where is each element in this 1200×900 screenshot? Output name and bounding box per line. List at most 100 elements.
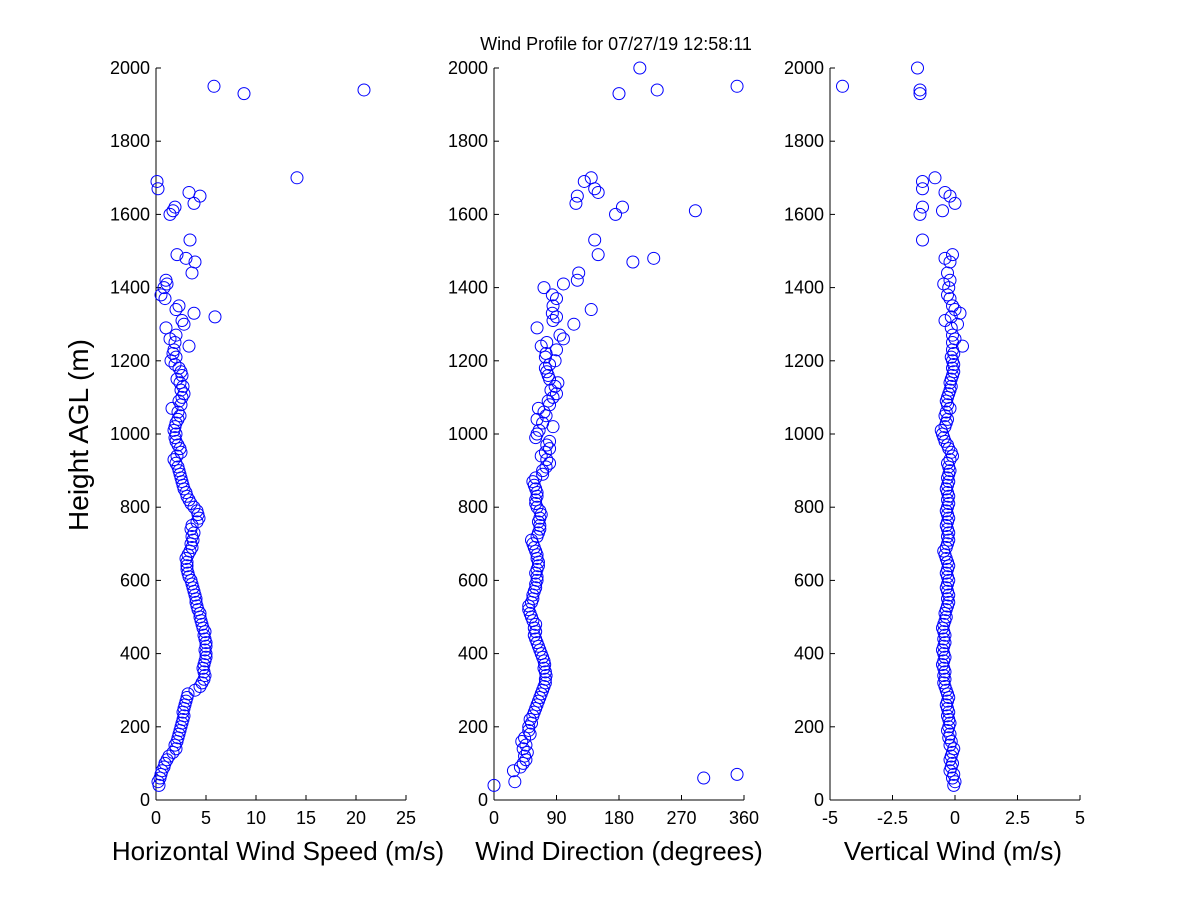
speed-data-point <box>158 292 172 306</box>
direction-x-axis-label: Wind Direction (degrees) <box>475 836 763 866</box>
speed-data-point <box>165 401 179 415</box>
direction-data-point <box>647 251 661 265</box>
direction-y-tick-label: 1600 <box>448 204 488 224</box>
direction-data-point <box>543 442 557 456</box>
speed-data-point <box>208 310 222 324</box>
speed-y-tick-label: 1600 <box>110 204 150 224</box>
vertical-data-point <box>944 445 958 459</box>
direction-data-point <box>697 771 711 785</box>
direction-data-point <box>538 361 552 375</box>
direction-data-point <box>532 423 546 437</box>
direction-data-point <box>518 749 532 763</box>
direction-data-point <box>546 314 560 328</box>
speed-data-point <box>169 427 183 441</box>
speed-data-point <box>357 83 371 97</box>
direction-y-tick-label: 1400 <box>448 278 488 298</box>
speed-data-point <box>173 409 187 423</box>
vertical-data-point <box>836 79 849 93</box>
vertical-data-point <box>947 767 961 781</box>
direction-data-point <box>591 248 605 262</box>
speed-data-point <box>184 497 198 511</box>
direction-data-point <box>529 581 543 595</box>
direction-data-point <box>553 328 567 342</box>
direction-data-point <box>556 277 570 291</box>
direction-data-point <box>533 522 547 536</box>
direction-y-tick-label: 1800 <box>448 131 488 151</box>
speed-data-point <box>182 339 196 353</box>
vertical-data-point <box>916 233 929 247</box>
speed-data-point <box>155 764 169 778</box>
direction-data-point <box>572 266 586 280</box>
vertical-data-point <box>913 83 927 97</box>
vertical-x-axis-label: Vertical Wind (m/s) <box>844 836 1062 866</box>
speed-data-point <box>290 171 304 185</box>
speed-data-point <box>185 529 199 543</box>
vertical-data-point <box>943 727 957 741</box>
speed-y-tick-label: 600 <box>120 570 150 590</box>
direction-y-tick-label: 800 <box>458 497 488 517</box>
direction-data-point <box>523 712 537 726</box>
vertical-wind-panel: 0 200 400 600 800 1000 1200 1400 1600 1800 2000 -5 -… <box>784 58 1085 866</box>
direction-data-point <box>612 87 626 101</box>
direction-data-point <box>516 742 530 756</box>
direction-data-point <box>584 171 598 185</box>
direction-x-tick-label: 90 <box>546 808 566 828</box>
vertical-x-tick-label: -2.5 <box>877 808 908 828</box>
vertical-y-tick-label: 1600 <box>784 204 824 224</box>
speed-data-point <box>175 390 189 404</box>
vertical-data-point <box>913 207 927 221</box>
direction-data-point <box>540 336 554 349</box>
speed-data-point <box>199 639 213 653</box>
speed-data-point <box>168 200 182 214</box>
vertical-data-point <box>938 314 952 328</box>
direction-data-point <box>520 745 534 759</box>
vertical-data-point <box>946 299 959 313</box>
y-axis-label: Height AGL (m) <box>63 339 94 531</box>
vertical-data-point <box>956 339 969 353</box>
speed-data-point <box>199 650 213 664</box>
vertical-y-tick-label: 1400 <box>784 278 824 298</box>
direction-data-point <box>545 306 559 320</box>
speed-data-point <box>189 595 203 609</box>
speed-data-point <box>173 376 187 390</box>
direction-data-point <box>526 475 540 489</box>
direction-data-point <box>529 471 543 485</box>
speed-data-point <box>179 251 193 265</box>
speed-data-point <box>188 255 202 269</box>
direction-y-tick-label: 1200 <box>448 351 488 371</box>
direction-data-point <box>536 467 550 481</box>
vertical-y-tick-label: 400 <box>794 644 824 664</box>
speed-x-tick-label: 25 <box>396 808 416 828</box>
direction-y-tick-label: 400 <box>458 644 488 664</box>
direction-y-tick-label: 1000 <box>448 424 488 444</box>
vertical-x-tick-label: 2.5 <box>1005 808 1030 828</box>
speed-y-tick-label: 1200 <box>110 351 150 371</box>
vertical-y-tick-label: 1000 <box>784 424 824 444</box>
speed-data-point <box>169 416 183 430</box>
direction-data-point <box>577 174 591 188</box>
vertical-data-point <box>936 204 949 218</box>
direction-data-point <box>550 343 563 357</box>
direction-data-point <box>530 412 544 426</box>
direction-data-point <box>530 321 544 335</box>
vertical-data-point <box>913 87 927 101</box>
vertical-data-point <box>944 350 958 364</box>
vertical-data-point <box>939 405 953 419</box>
vertical-y-tick-label: 800 <box>794 497 824 517</box>
figure-title: Wind Profile for 07/27/19 12:58:11 <box>480 34 752 54</box>
direction-data-point <box>530 427 544 441</box>
speed-x-tick-label: 0 <box>151 808 161 828</box>
speed-x-tick-label: 20 <box>346 808 366 828</box>
vertical-x-tick-label: 0 <box>950 808 960 828</box>
speed-data-point <box>207 79 221 93</box>
speed-data-point <box>173 442 187 456</box>
speed-data-point <box>168 357 182 371</box>
speed-data-point <box>157 281 171 295</box>
speed-data-point <box>180 559 194 573</box>
speed-data-point <box>169 350 183 364</box>
speed-data-point <box>237 87 251 101</box>
vertical-y-tick-label: 600 <box>794 570 824 590</box>
vertical-data-point <box>946 328 959 342</box>
direction-data-point <box>543 434 557 448</box>
